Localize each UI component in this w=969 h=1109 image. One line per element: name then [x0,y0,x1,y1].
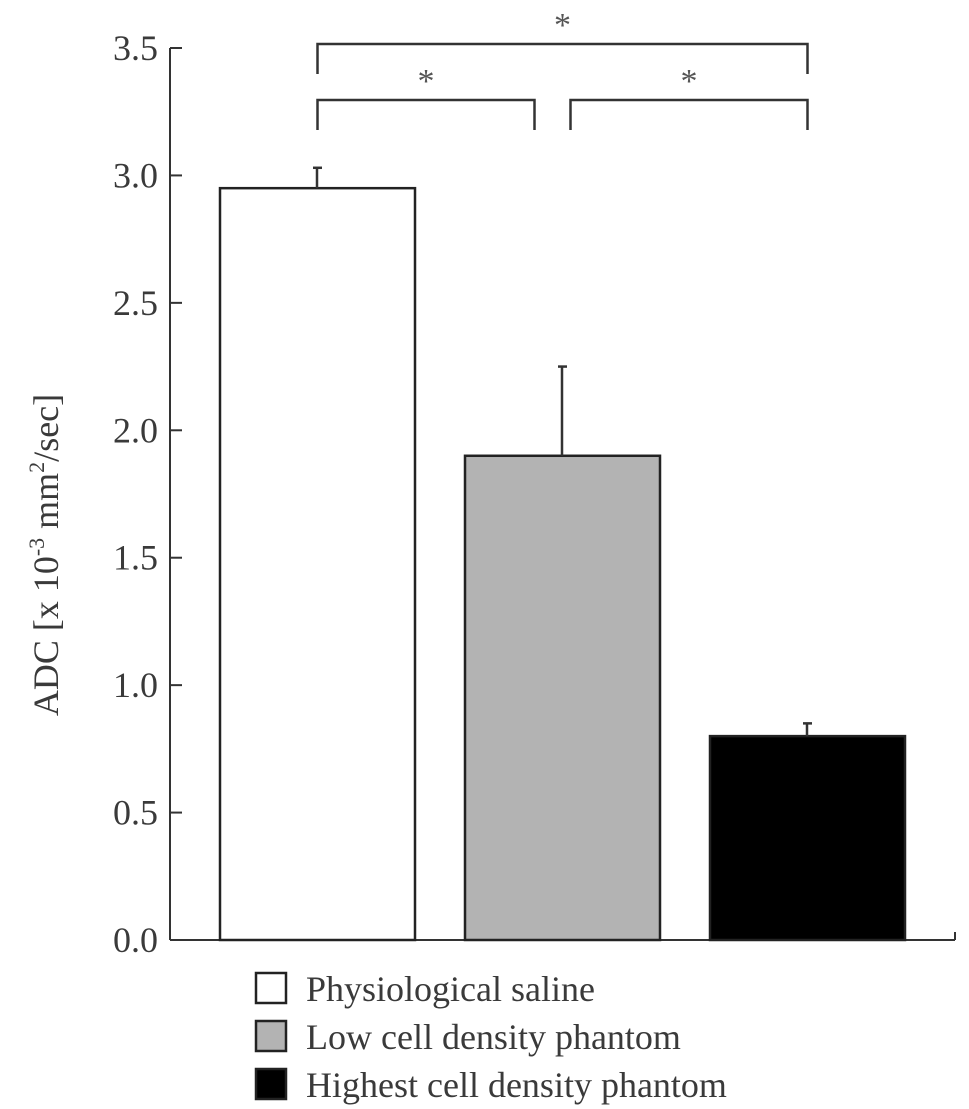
y-axis: 0.0 0.5 1.0 1.5 2.0 2.5 3.0 3.5 [113,28,182,960]
y-tick-label: 0.5 [113,793,158,833]
legend-swatch [254,1019,288,1053]
legend-label: Highest cell density phantom [306,1065,727,1105]
legend-swatch [254,971,288,1005]
y-axis-title-main: ADC [x 10 [26,556,66,716]
y-axis-title-unit: mm [26,473,66,538]
bar [218,186,417,942]
y-axis-title-unit-end: /sec] [26,394,66,462]
y-tick-label: 0.0 [113,920,158,960]
y-tick-label: 3.5 [113,28,158,68]
bars-group [218,186,907,942]
y-axis-title: ADC [x 10-3 mm2/sec] [24,394,66,716]
error-bars-group [313,166,812,737]
significance-label: * [681,63,698,100]
legend: Physiological saline Low cell density pha… [254,969,727,1105]
significance-bracket [316,98,536,130]
legend-label: Physiological saline [306,969,595,1009]
y-tick-label: 3.0 [113,155,158,195]
significance-label: * [554,7,571,44]
significance-bracket [316,42,809,74]
y-tick-label: 2.5 [113,283,158,323]
y-axis-title-exponent: -3 [24,538,49,556]
legend-label: Low cell density phantom [306,1017,681,1057]
significance-bracket [569,98,809,130]
bar [463,454,662,942]
y-tick-label: 2.0 [113,410,158,450]
y-tick-label: 1.0 [113,665,158,705]
legend-swatch [254,1067,288,1101]
y-axis-title-unit-exponent: 2 [24,462,49,473]
y-tick-label: 1.5 [113,538,158,578]
bar [708,734,907,942]
significance-label: * [418,63,435,100]
significance-brackets: * * * [316,7,809,130]
